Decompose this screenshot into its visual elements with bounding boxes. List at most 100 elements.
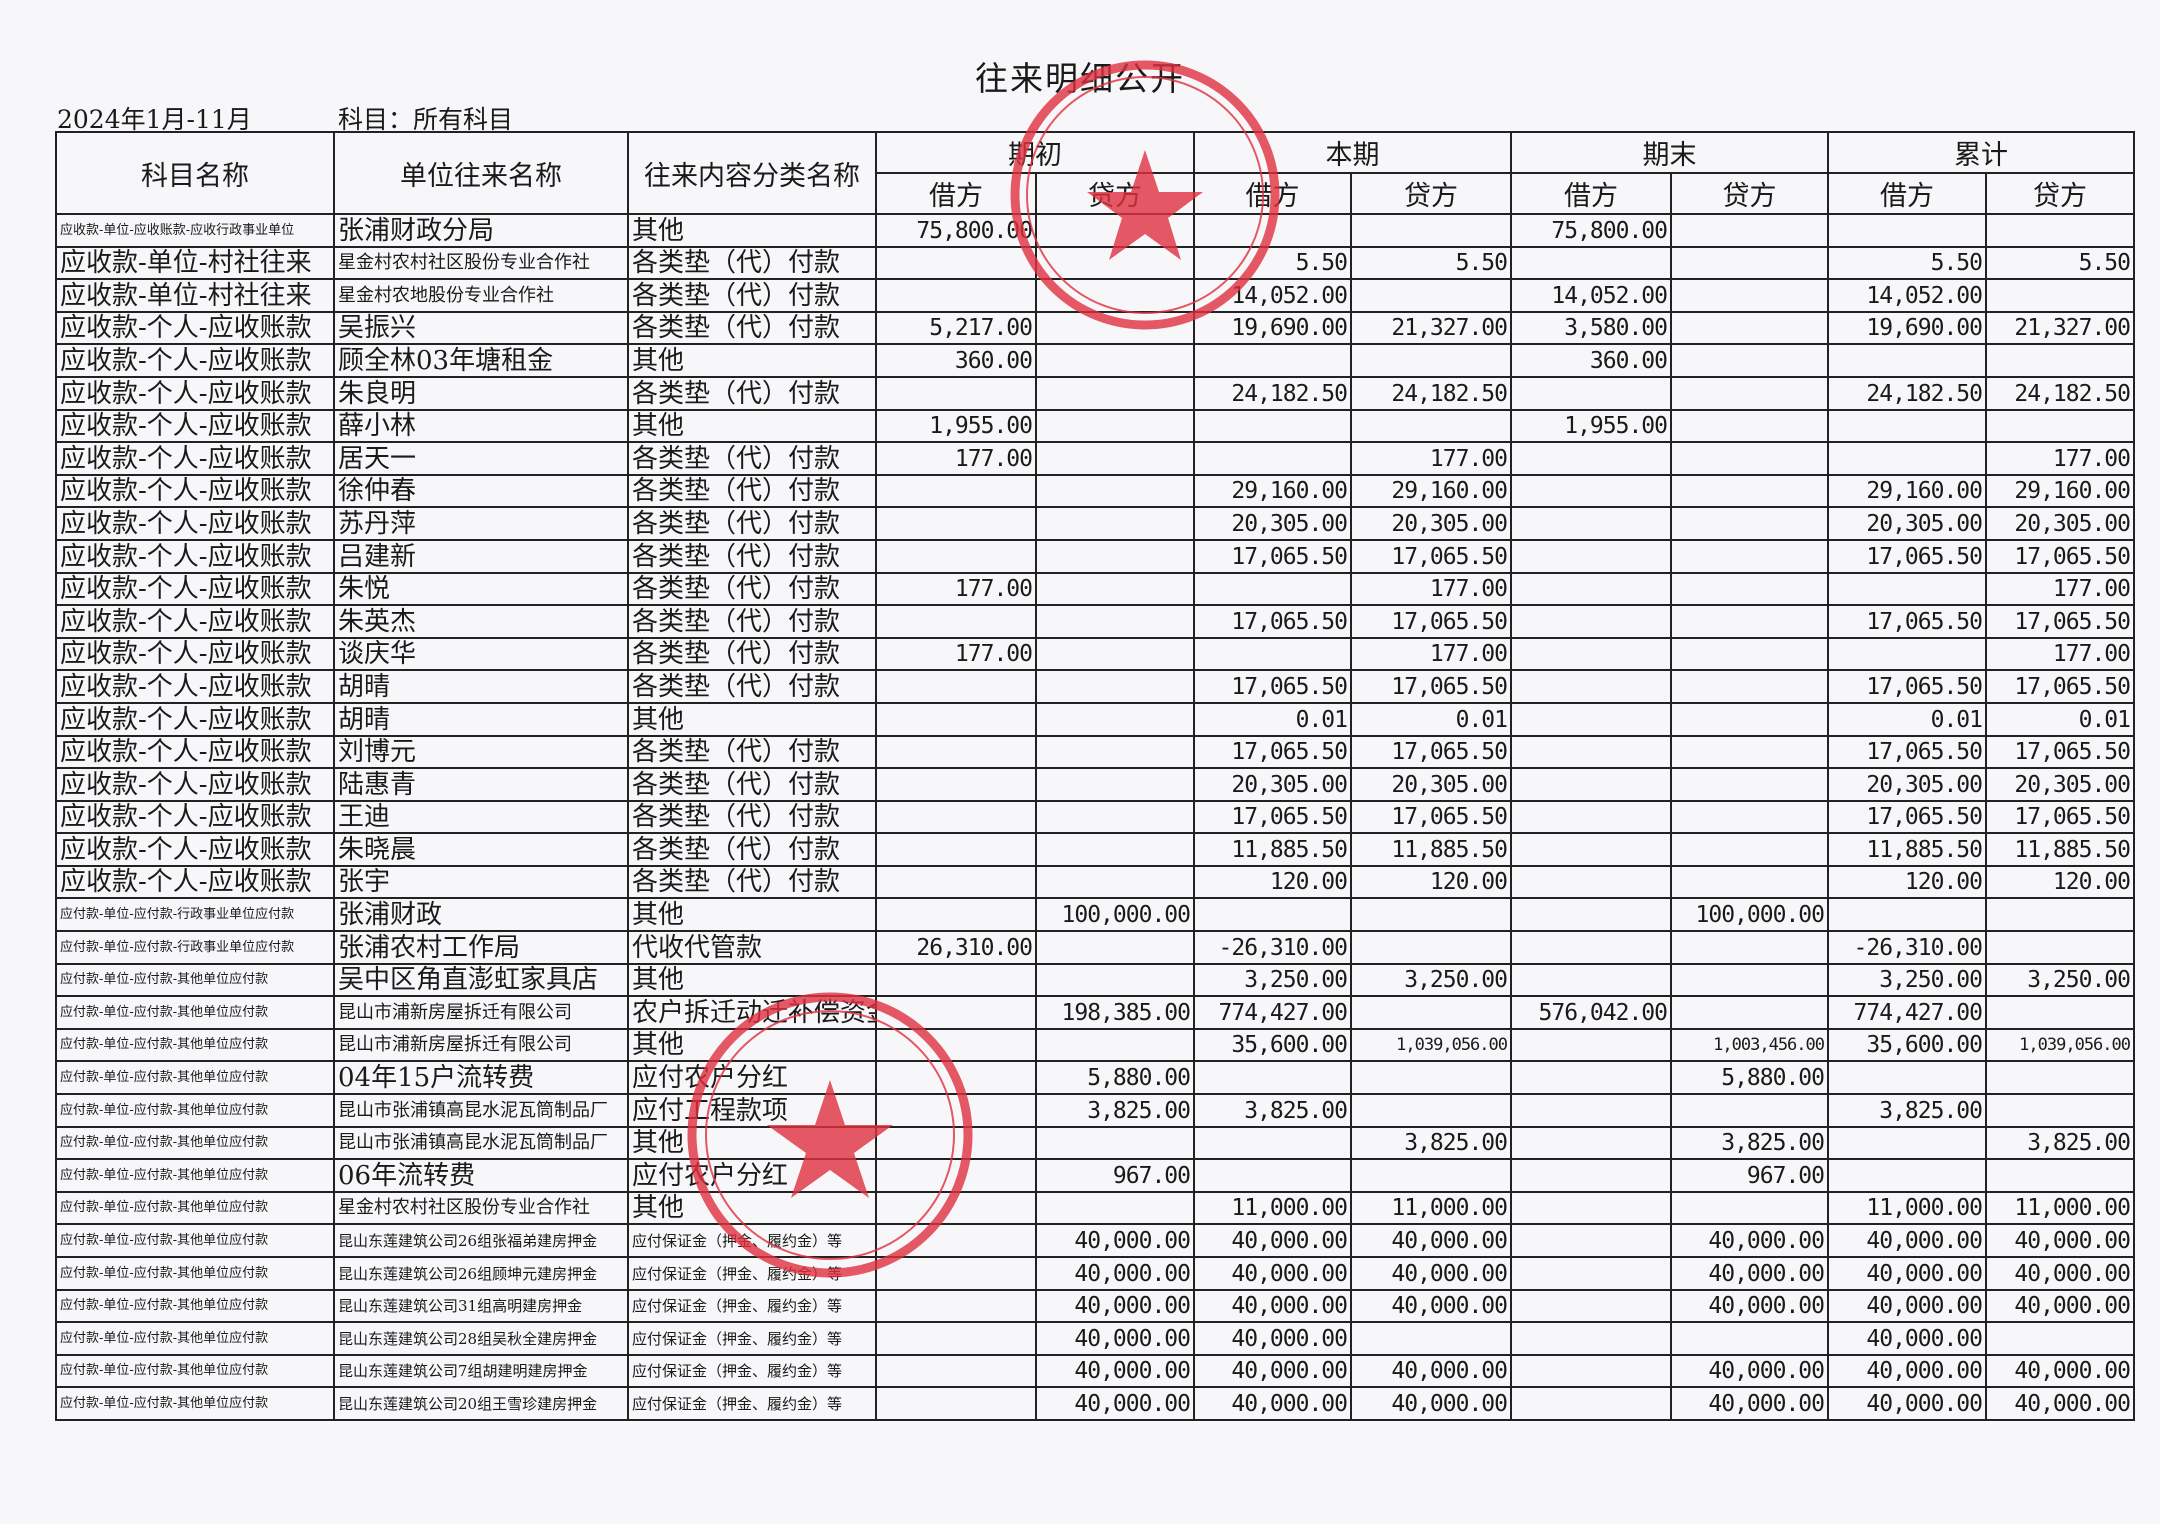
cell-unit: 昆山东莲建筑公司20组王雪珍建房押金 bbox=[333, 1386, 629, 1421]
cell-subject: 应付款-单位-应付款-其他单位应付款 bbox=[55, 1353, 335, 1389]
cell-current-credit: 40,000.00 bbox=[1350, 1353, 1512, 1389]
table-row: 应收款-个人-应收账款 刘博元 各类垫（代）付款 17,065.50 17,065.50… bbox=[55, 734, 2135, 770]
cell-current-credit bbox=[1350, 1093, 1512, 1128]
cell-cumulative-credit: 177.00 bbox=[1985, 571, 2135, 607]
cell-cumulative-debit bbox=[1827, 343, 1987, 378]
cell-subject: 应收款-个人-应收账款 bbox=[55, 408, 335, 444]
cell-unit: 昆山市张浦镇高昆水泥瓦筒制品厂 bbox=[333, 1125, 629, 1161]
cell-category: 各类垫（代）付款 bbox=[627, 310, 877, 346]
cell-opening-credit bbox=[1035, 473, 1195, 509]
cell-closing-debit bbox=[1510, 701, 1672, 737]
cell-opening-credit: 40,000.00 bbox=[1035, 1288, 1195, 1324]
header-closing: 期末 bbox=[1510, 131, 1829, 174]
table-row: 应收款-个人-应收账款 苏丹萍 各类垫（代）付款 20,305.00 20,305.00… bbox=[55, 506, 2135, 541]
cell-category: 应付保证金（押金、履约金）等 bbox=[627, 1288, 877, 1324]
cell-opening-debit bbox=[875, 1288, 1037, 1324]
cell-unit: 吴振兴 bbox=[333, 310, 629, 346]
ledger-body: 应收款-单位-应收账款-应收行政事业单位 张浦财政分局 其他 75,800.00 75,… bbox=[55, 213, 2135, 1421]
cell-current-credit: 40,000.00 bbox=[1350, 1223, 1512, 1258]
cell-cumulative-credit bbox=[1985, 1093, 2135, 1128]
cell-category: 其他 bbox=[627, 343, 877, 378]
cell-opening-credit: 967.00 bbox=[1035, 1158, 1195, 1193]
cell-closing-debit bbox=[1510, 375, 1672, 411]
cell-cumulative-credit bbox=[1985, 897, 2135, 933]
cell-closing-debit: 360.00 bbox=[1510, 343, 1672, 378]
table-row: 应收款-单位-村社往来 星金村农村社区股份专业合作社 各类垫（代）付款 5.50 5.5… bbox=[55, 245, 2135, 281]
cell-current-debit: 20,305.00 bbox=[1193, 767, 1352, 802]
table-row: 应收款-个人-应收账款 朱悦 各类垫（代）付款 177.00 177.00 177.00 bbox=[55, 571, 2135, 607]
cell-opening-credit bbox=[1035, 930, 1195, 965]
cell-category: 应付保证金（押金、履约金）等 bbox=[627, 1223, 877, 1258]
cell-opening-credit bbox=[1035, 375, 1195, 411]
cell-category: 各类垫（代）付款 bbox=[627, 864, 877, 900]
header-category: 往来内容分类名称 bbox=[627, 131, 877, 215]
cell-opening-debit: 1,955.00 bbox=[875, 408, 1037, 444]
cell-cumulative-debit: 40,000.00 bbox=[1827, 1223, 1987, 1258]
cell-current-debit: 20,305.00 bbox=[1193, 506, 1352, 541]
cell-cumulative-debit: 11,885.50 bbox=[1827, 832, 1987, 867]
cell-category: 各类垫（代）付款 bbox=[627, 669, 877, 704]
table-row: 应收款-个人-应收账款 居天一 各类垫（代）付款 177.00 177.00 177.00 bbox=[55, 441, 2135, 476]
cell-unit: 06年流转费 bbox=[333, 1158, 629, 1193]
cell-category: 应付农户分红 bbox=[627, 1158, 877, 1193]
cell-opening-credit bbox=[1035, 278, 1195, 313]
cell-subject: 应收款-个人-应收账款 bbox=[55, 799, 335, 835]
cell-closing-credit: 40,000.00 bbox=[1670, 1386, 1829, 1421]
cell-category: 应付保证金（押金、履约金）等 bbox=[627, 1386, 877, 1421]
cell-opening-debit bbox=[875, 473, 1037, 509]
cell-current-debit bbox=[1193, 571, 1352, 607]
cell-opening-debit: 75,800.00 bbox=[875, 213, 1037, 248]
cell-category: 农户拆迁动迁补偿资金 bbox=[627, 995, 877, 1030]
cell-cumulative-debit bbox=[1827, 1158, 1987, 1193]
cell-category: 各类垫（代）付款 bbox=[627, 278, 877, 313]
cell-category: 各类垫（代）付款 bbox=[627, 767, 877, 802]
cell-cumulative-debit: 20,305.00 bbox=[1827, 506, 1987, 541]
cell-opening-credit bbox=[1035, 604, 1195, 639]
cell-current-credit: 40,000.00 bbox=[1350, 1288, 1512, 1324]
cell-closing-debit bbox=[1510, 1060, 1672, 1096]
cell-opening-credit bbox=[1035, 767, 1195, 802]
cell-subject: 应收款-个人-应收账款 bbox=[55, 310, 335, 346]
cell-opening-debit bbox=[875, 767, 1037, 802]
cell-cumulative-credit: 24,182.50 bbox=[1985, 375, 2135, 411]
cell-cumulative-debit: 17,065.50 bbox=[1827, 604, 1987, 639]
cell-cumulative-credit: 40,000.00 bbox=[1985, 1223, 2135, 1258]
cell-closing-debit bbox=[1510, 1190, 1672, 1226]
cell-closing-debit bbox=[1510, 604, 1672, 639]
cell-unit: 刘博元 bbox=[333, 734, 629, 770]
cell-unit: 陆惠青 bbox=[333, 767, 629, 802]
cell-category: 各类垫（代）付款 bbox=[627, 441, 877, 476]
cell-closing-debit bbox=[1510, 1223, 1672, 1258]
table-row: 应付款-单位-应付款-其他单位应付款 昆山东莲建筑公司7组胡建明建房押金 应付保证金… bbox=[55, 1353, 2135, 1389]
cell-unit: 昆山东莲建筑公司26组张福弟建房押金 bbox=[333, 1223, 629, 1258]
cell-unit: 昆山东莲建筑公司7组胡建明建房押金 bbox=[333, 1353, 629, 1389]
cell-category: 其他 bbox=[627, 1190, 877, 1226]
cell-closing-credit bbox=[1670, 701, 1829, 737]
cell-closing-debit bbox=[1510, 1386, 1672, 1421]
cell-subject: 应付款-单位-应付款-其他单位应付款 bbox=[55, 1288, 335, 1324]
cell-opening-credit bbox=[1035, 538, 1195, 574]
subject-filter-label: 科目：所有科目 bbox=[338, 105, 514, 134]
cell-opening-debit bbox=[875, 1190, 1037, 1226]
cell-closing-credit bbox=[1670, 245, 1829, 281]
cell-opening-credit: 40,000.00 bbox=[1035, 1223, 1195, 1258]
cell-category: 其他 bbox=[627, 1125, 877, 1161]
cell-cumulative-credit: 5.50 bbox=[1985, 245, 2135, 281]
cell-subject: 应收款-个人-应收账款 bbox=[55, 734, 335, 770]
cell-current-credit: 17,065.50 bbox=[1350, 734, 1512, 770]
cell-category: 其他 bbox=[627, 701, 877, 737]
cell-closing-credit bbox=[1670, 962, 1829, 998]
cell-subject: 应付款-单位-应付款-其他单位应付款 bbox=[55, 1223, 335, 1258]
cell-current-credit bbox=[1350, 408, 1512, 444]
cell-opening-debit: 360.00 bbox=[875, 343, 1037, 378]
cell-closing-credit: 40,000.00 bbox=[1670, 1256, 1829, 1291]
cell-cumulative-credit: 11,000.00 bbox=[1985, 1190, 2135, 1226]
cell-current-debit: 3,250.00 bbox=[1193, 962, 1352, 998]
cell-opening-credit: 198,385.00 bbox=[1035, 995, 1195, 1030]
table-row: 应付款-单位-应付款-其他单位应付款 星金村农村社区股份专业合作社 其他 11,000… bbox=[55, 1190, 2135, 1226]
cell-closing-debit bbox=[1510, 864, 1672, 900]
cell-category: 应付保证金（押金、履约金）等 bbox=[627, 1256, 877, 1291]
table-row: 应收款-个人-应收账款 朱晓晨 各类垫（代）付款 11,885.50 11,885.50… bbox=[55, 832, 2135, 867]
cell-closing-debit: 1,955.00 bbox=[1510, 408, 1672, 444]
cell-cumulative-debit bbox=[1827, 1060, 1987, 1096]
